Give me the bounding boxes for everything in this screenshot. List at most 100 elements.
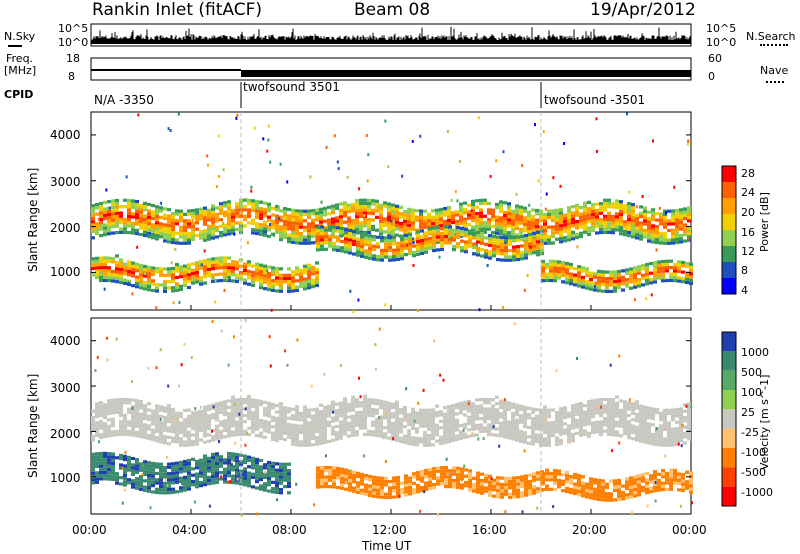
echo-cell [451,432,455,436]
echo-cell [279,472,283,476]
echo-cell [613,279,617,284]
echo-cell [259,263,263,267]
echo-cell [679,413,683,417]
echo-cell [448,238,452,242]
echo-cell [175,263,179,267]
echo-cell [243,457,247,461]
echo-cell [647,438,651,442]
echo-cell [455,421,459,426]
echo-cell [384,252,388,256]
echo-cell [307,408,311,412]
echo-cell [328,475,332,479]
echo-cell [99,208,103,212]
echo-cell [247,211,251,215]
echo-cell [460,473,464,477]
echo-cell [215,471,219,475]
echo-cell [111,199,115,203]
echo-cell [440,247,444,252]
echo-cell [111,458,115,462]
echo-cell [601,491,605,496]
echo-cell [399,225,403,229]
echo-cell [247,474,251,478]
echo-cell [171,289,175,293]
echo-cell [287,416,291,420]
echo-cell [447,440,451,444]
echo-cell [583,416,587,420]
echo-cell [659,212,663,216]
echo-cell [663,421,667,425]
echo-cell [167,224,171,228]
echo-cell [131,398,135,402]
echo-cell [107,209,111,213]
echo-cell [179,235,183,239]
echo-cell [395,407,399,411]
echo-cell [239,198,243,202]
echo-cell [99,410,103,414]
echo-cell [456,473,460,477]
echo-cell [621,282,625,286]
echo-point [545,192,548,196]
echo-cell [635,223,639,227]
echo-cell [320,247,324,252]
echo-cell [275,426,279,430]
echo-cell [316,244,320,249]
echo-cell [399,411,403,415]
echo-cell [291,289,295,293]
echo-cell [348,469,352,473]
echo-cell [587,216,591,221]
echo-cell [127,205,131,209]
echo-cell [587,422,591,426]
echo-cell [613,488,617,492]
echo-cell [379,425,383,429]
echo-cell [123,397,127,402]
echo-cell [665,475,669,479]
echo-cell [613,498,617,502]
echo-cell [271,232,275,236]
echo-cell [91,223,95,227]
echo-cell [671,433,675,438]
cpid-segment-3: twofsound -3501 [544,93,646,107]
echo-cell [523,219,527,223]
echo-cell [455,213,459,217]
echo-cell [391,209,395,214]
echo-cell [151,464,155,469]
echo-cell [203,238,207,242]
echo-cell [464,243,468,247]
echo-cell [476,253,480,257]
echo-cell [103,229,107,233]
echo-cell [541,481,545,485]
echo-cell [573,283,577,287]
echo-cell [267,420,271,425]
echo-cell [315,436,319,440]
echo-cell [435,439,439,443]
echo-cell [444,484,448,489]
echo-cell [491,420,495,424]
echo-cell [581,475,585,479]
echo-cell [231,228,235,232]
echo-cell [151,216,155,221]
echo-cell [91,481,95,485]
echo-cell [131,427,135,431]
echo-cell [484,249,488,253]
echo-cell [653,277,657,281]
echo-cell [487,423,491,427]
echo-cell [255,467,259,471]
echo-cell [267,430,271,434]
echo-cell [617,497,621,502]
echo-cell [543,232,547,236]
echo-cell [507,407,511,411]
echo-cell [475,417,479,421]
echo-cell [547,440,551,444]
echo-cell [484,242,488,246]
echo-cell [581,266,585,270]
echo-cell [540,232,544,236]
echo-cell [243,473,247,477]
echo-cell [295,272,299,277]
echo-cell [573,476,577,480]
echo-cell [468,469,472,473]
echo-cell [635,233,639,237]
echo-cell [459,411,463,415]
echo-cell [119,466,123,470]
echo-cell [685,486,689,490]
echo-cell [111,465,115,469]
